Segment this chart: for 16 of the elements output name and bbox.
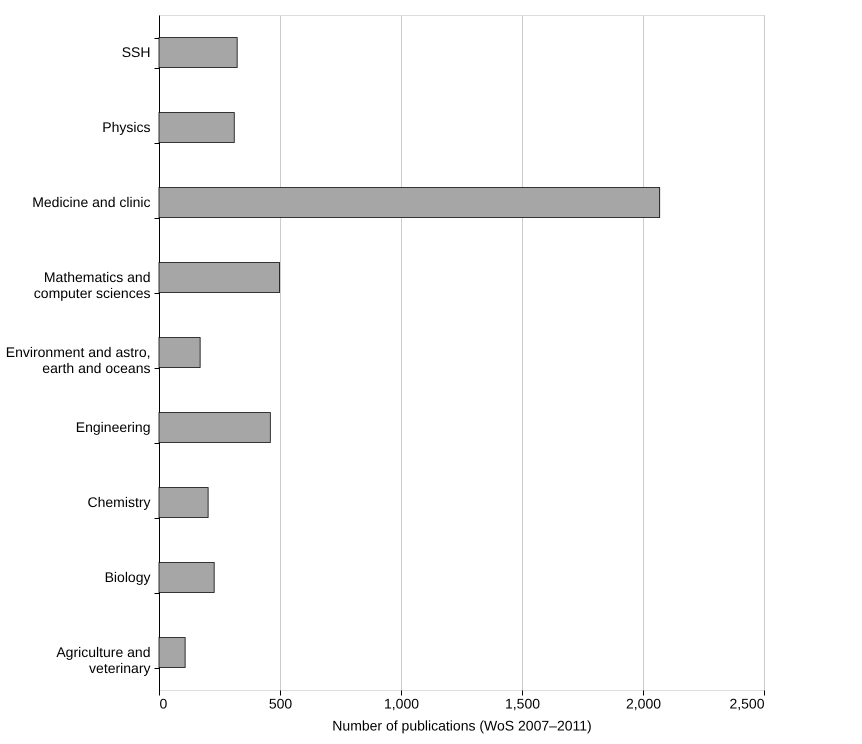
y-tick-label: SSH — [122, 44, 150, 60]
y-tick-label: Physics — [102, 119, 150, 135]
y-tick-label: Chemistry — [87, 494, 150, 510]
x-axis-title: Number of publications (WoS 2007–2011) — [332, 718, 592, 734]
x-tick-label: 1,000 — [384, 696, 420, 712]
x-tick-label: 2,500 — [729, 696, 765, 712]
x-tick-label: 500 — [268, 696, 292, 712]
x-tick-label: 2,000 — [626, 696, 662, 712]
y-tick-label: Agriculture and veterinary — [56, 644, 150, 676]
y-tick-label: Medicine and clinic — [32, 194, 150, 210]
x-tick-label: 1,500 — [504, 696, 540, 712]
y-tick-label: Biology — [104, 569, 150, 585]
y-tick-label: Mathematics and computer sciences — [34, 269, 150, 301]
x-tick-label: 0 — [160, 696, 168, 712]
y-tick-label: Environment and astro, earth and oceans — [6, 344, 150, 376]
y-tick-label: Engineering — [76, 419, 150, 435]
